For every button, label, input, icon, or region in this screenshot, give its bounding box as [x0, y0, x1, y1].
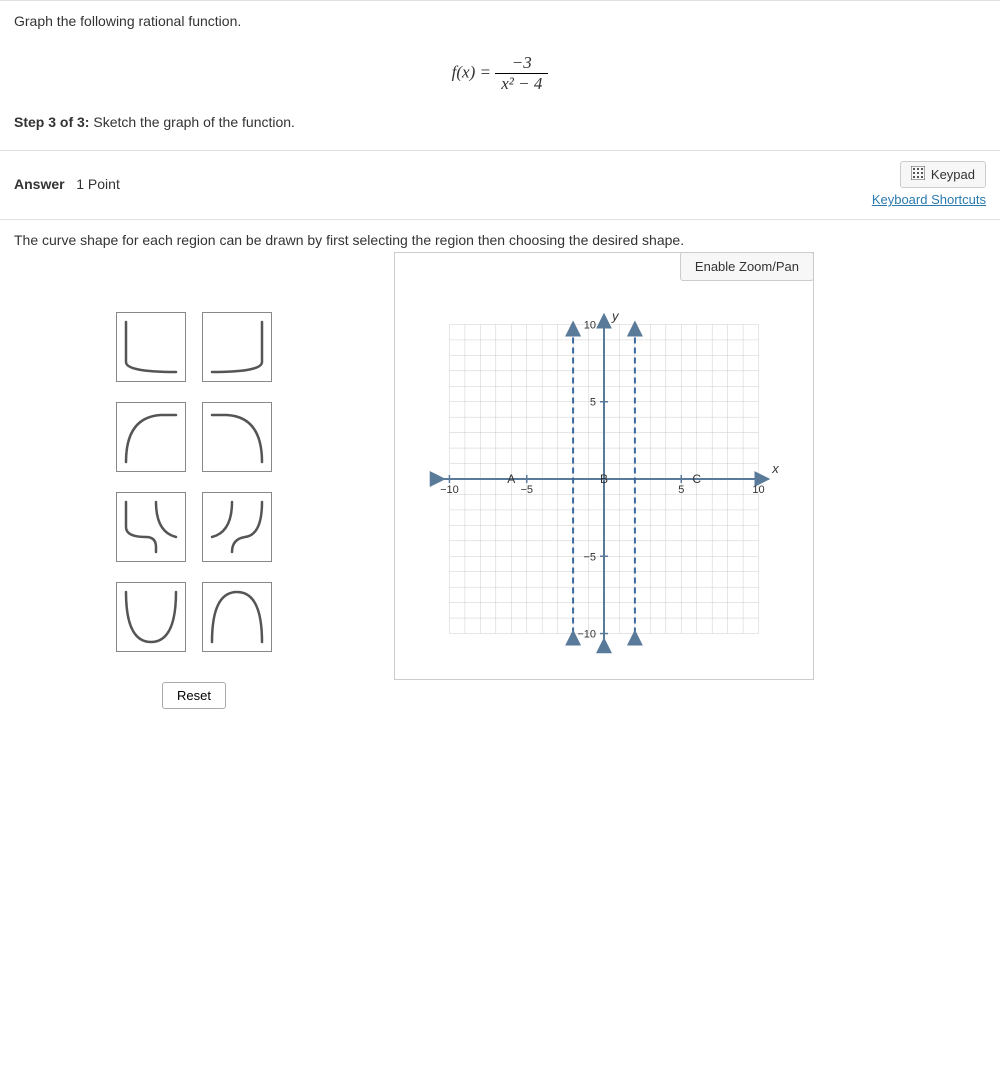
coordinate-plane[interactable]: −10 −5 5 10 −10 −5 5 10 x y A B C [414, 289, 794, 669]
svg-text:x: x [771, 461, 779, 476]
keypad-label: Keypad [931, 167, 975, 182]
keypad-button[interactable]: Keypad [900, 161, 986, 188]
svg-text:A: A [507, 472, 515, 486]
formula-numerator: −3 [495, 53, 548, 74]
svg-text:C: C [692, 472, 701, 486]
reset-button[interactable]: Reset [162, 682, 226, 709]
svg-text:10: 10 [752, 484, 764, 496]
shape-4[interactable] [202, 402, 272, 472]
svg-text:B: B [600, 472, 608, 486]
function-formula: f(x) = −3 x² − 4 [14, 53, 986, 94]
answer-points: 1 Point [76, 176, 120, 192]
svg-text:5: 5 [678, 484, 684, 496]
shape-3[interactable] [116, 402, 186, 472]
svg-text:−10: −10 [577, 629, 596, 641]
svg-text:−5: −5 [583, 551, 596, 563]
shape-5[interactable] [116, 492, 186, 562]
question-prompt: Graph the following rational function. [14, 13, 986, 29]
shape-palette [116, 312, 272, 652]
svg-text:−10: −10 [440, 484, 459, 496]
shape-1[interactable] [116, 312, 186, 382]
shape-6[interactable] [202, 492, 272, 562]
keyboard-shortcuts-link[interactable]: Keyboard Shortcuts [872, 192, 986, 207]
shape-7[interactable] [116, 582, 186, 652]
enable-zoom-button[interactable]: Enable Zoom/Pan [680, 252, 814, 281]
keypad-icon [911, 166, 925, 183]
formula-denominator: x² − 4 [495, 74, 548, 94]
svg-text:−5: −5 [520, 484, 533, 496]
instruction-text: The curve shape for each region can be d… [0, 219, 1000, 252]
shape-2[interactable] [202, 312, 272, 382]
graph-container: Enable Zoom/Pan −10 −5 5 10 −10 −5 5 10 x y A B C [394, 252, 814, 680]
step-text: Sketch the graph of the function. [93, 114, 295, 130]
svg-text:10: 10 [584, 319, 596, 331]
formula-lhs: f(x) = [452, 62, 491, 81]
step-label: Step 3 of 3: [14, 114, 89, 130]
svg-text:5: 5 [590, 397, 596, 409]
answer-label: Answer [14, 176, 65, 192]
shape-8[interactable] [202, 582, 272, 652]
svg-text:y: y [611, 309, 620, 324]
